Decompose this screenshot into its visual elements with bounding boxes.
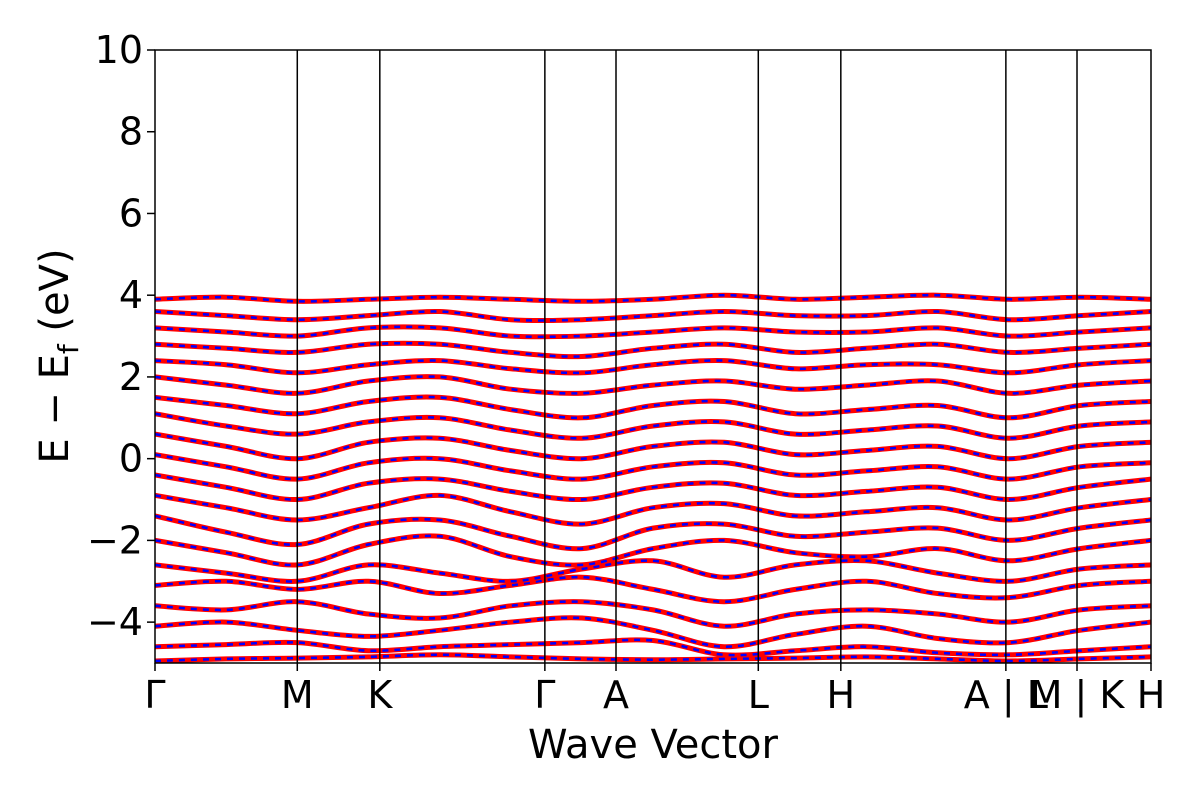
x-tick-label: Γ	[534, 673, 555, 717]
y-tick-label: 8	[119, 110, 143, 154]
x-tick-label: L	[748, 673, 769, 717]
band-line-spin-down	[155, 395, 1151, 420]
band-line-spin-down	[155, 600, 1151, 628]
y-tick-label: 10	[95, 28, 143, 72]
bands-layer	[155, 292, 1151, 663]
band-line-spin-down	[155, 559, 1151, 583]
y-tick-label: 4	[119, 273, 143, 317]
x-tick-label: M | K	[1030, 673, 1126, 718]
y-tick-label: 2	[119, 355, 143, 399]
x-tick-label: H	[827, 673, 856, 717]
y-axis-title: E − Ef (eV)	[32, 248, 85, 463]
y-tick-label: −4	[87, 600, 143, 644]
band-line-spin-up	[155, 308, 1151, 324]
band-line-spin-up	[155, 637, 1151, 658]
x-tick-label: A | L	[964, 673, 1048, 718]
y-ticks: −4 −2 0 2 4 6 8 10	[87, 28, 155, 644]
band-line-spin-down	[155, 432, 1151, 460]
band-line-spin-down	[155, 473, 1151, 501]
x-tick-label: H	[1137, 673, 1166, 717]
band-line-spin-up	[155, 340, 1151, 360]
x-tick-label: Γ	[144, 673, 165, 717]
y-axis-title-subscript: f	[52, 343, 85, 354]
band-line-spin-down	[155, 653, 1151, 663]
band-line-spin-down	[155, 534, 1151, 567]
band-line-spin-down	[155, 412, 1151, 440]
plot-frame	[154, 49, 1152, 664]
kpoint-lines	[296, 50, 1078, 663]
band-line-spin-down	[155, 293, 1151, 303]
y-tick-label: 6	[119, 191, 143, 235]
band-line-spin-down	[155, 494, 1151, 526]
y-tick-label: 0	[119, 437, 143, 481]
y-tick-label: −2	[87, 518, 143, 562]
band-line-spin-up	[155, 374, 1151, 396]
y-axis-title-unit: (eV)	[32, 248, 78, 344]
band-line-spin-up	[155, 513, 1151, 552]
x-tick-label: A	[603, 673, 629, 717]
band-line-spin-down	[155, 616, 1151, 648]
x-tick-label: K	[367, 673, 393, 717]
band-line-spin-up	[155, 324, 1151, 340]
band-line-spin-down	[155, 575, 1151, 603]
band-line-spin-up	[155, 357, 1151, 376]
band-line-spin-up	[155, 394, 1151, 421]
y-axis-title-main: E − E	[32, 354, 78, 464]
x-axis-title: Wave Vector	[528, 722, 779, 768]
band-line-spin-down	[155, 453, 1151, 481]
x-tick-label: M	[281, 673, 314, 717]
